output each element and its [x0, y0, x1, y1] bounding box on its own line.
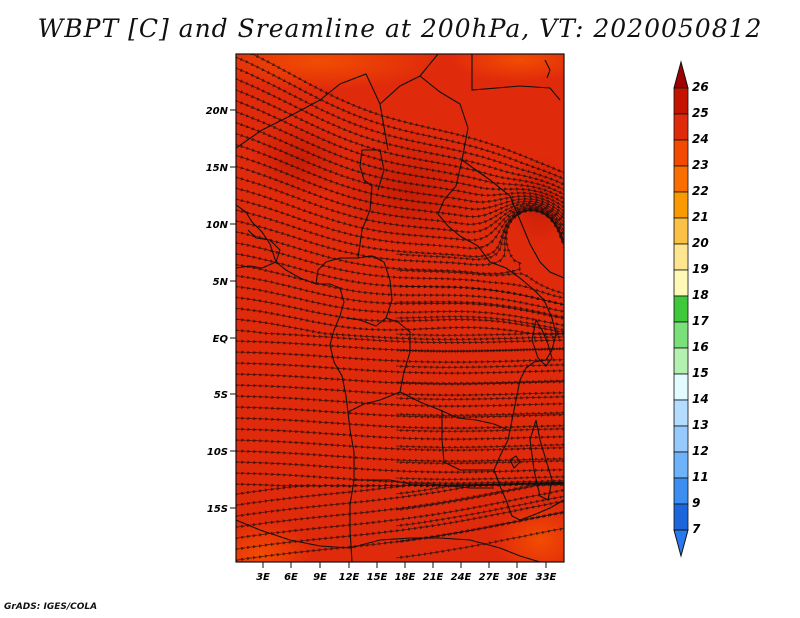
lon-label: 18E — [395, 572, 416, 583]
lon-label: 12E — [339, 572, 360, 583]
colorbar-label: 14 — [692, 392, 709, 406]
colorbar-label: 24 — [692, 132, 709, 146]
colorbar-label: 7 — [692, 522, 701, 536]
colorbar-segment — [673, 451, 689, 479]
colorbar-segment — [673, 477, 689, 505]
colorbar-label: 17 — [692, 314, 709, 328]
lat-label: 10S — [207, 447, 228, 458]
lon-label: 9E — [313, 572, 327, 583]
streamline — [395, 347, 564, 354]
colorbar-label: 11 — [692, 470, 709, 484]
colorbar — [673, 60, 689, 558]
colorbar-segment — [673, 165, 689, 193]
streamline — [236, 383, 564, 397]
colorbar-segment — [673, 295, 689, 323]
contour-23-southeast — [495, 505, 564, 562]
chart-title: WBPT [C] and Sreamline at 200hPa, VT: 20… — [37, 14, 763, 43]
longitude-axis: 3E 6E 9E 12E 15E 18E 21E 24E 27E 30E 33E — [256, 562, 557, 583]
colorbar-label: 23 — [692, 158, 709, 172]
colorbar-arrow-bottom — [673, 529, 689, 558]
lat-label: 15N — [206, 163, 229, 174]
colorbar-segment — [673, 217, 689, 245]
streamline — [395, 475, 564, 482]
colorbar-label: 25 — [692, 106, 709, 120]
streamline — [395, 411, 564, 418]
lon-label: 24E — [451, 572, 472, 583]
colorbar-segment — [673, 347, 689, 375]
contour-23-northeast — [450, 54, 564, 82]
streamlines — [236, 54, 564, 562]
streamline — [395, 395, 564, 402]
coastlines-borders — [236, 54, 564, 562]
colorbar-segment — [673, 503, 689, 531]
colorbar-segment — [673, 425, 689, 453]
streamline — [395, 284, 564, 306]
colorbar-labels: 26 25 24 23 22 21 20 19 18 17 16 15 14 1… — [692, 80, 709, 536]
colorbar-label: 20 — [692, 236, 709, 250]
streamline — [236, 361, 564, 375]
lon-label: 33E — [536, 572, 557, 583]
colorbar-segment — [673, 321, 689, 349]
colorbar-label: 15 — [692, 366, 709, 380]
colorbar-segment — [673, 87, 689, 115]
lat-label: EQ — [213, 334, 229, 345]
lon-label: 27E — [479, 572, 500, 583]
streamline — [396, 314, 564, 332]
streamline — [236, 394, 564, 408]
colorbar-segment — [673, 269, 689, 297]
colorbar-segment — [673, 113, 689, 141]
colorbar-label: 12 — [692, 444, 709, 458]
lat-label: 20N — [206, 106, 229, 117]
grads-credit: GrADS: IGES/COLA — [4, 602, 98, 612]
streamline — [395, 459, 564, 466]
streamline — [395, 300, 564, 319]
colorbar-label: 13 — [692, 418, 709, 432]
lat-label: 5S — [214, 390, 228, 401]
colorbar-label: 21 — [692, 210, 709, 224]
streamline — [236, 460, 564, 474]
streamline — [236, 427, 564, 441]
colorbar-segment — [673, 139, 689, 167]
colorbar-label: 26 — [692, 80, 709, 94]
lon-label: 3E — [256, 572, 270, 583]
streamline — [395, 379, 564, 386]
lon-label: 6E — [284, 572, 298, 583]
colorbar-arrow-top — [673, 60, 689, 89]
map-frame — [235, 53, 565, 563]
colorbar-label: 22 — [692, 184, 709, 198]
lat-label: 10N — [206, 220, 229, 231]
streamline — [236, 350, 564, 364]
streamline — [395, 208, 564, 262]
colorbar-label: 18 — [692, 288, 709, 302]
colorbar-label: 19 — [692, 262, 709, 276]
colorbar-segment — [673, 243, 689, 271]
lon-label: 15E — [367, 572, 388, 583]
latitude-axis: 20N 15N 10N 5N EQ 5S 10S 15S — [206, 106, 236, 515]
lon-label: 30E — [507, 572, 528, 583]
colorbar-label: 16 — [692, 340, 709, 354]
streamline — [395, 427, 564, 434]
colorbar-label: 9 — [692, 496, 700, 510]
streamline — [395, 331, 564, 338]
colorbar-segment — [673, 399, 689, 427]
contour-25-west — [250, 120, 350, 200]
streamline — [395, 443, 564, 450]
lat-label: 15S — [207, 504, 228, 515]
lat-label: 5N — [213, 277, 229, 288]
lon-label: 21E — [423, 572, 444, 583]
map-area — [236, 54, 564, 562]
streamline — [395, 363, 564, 370]
colorbar-segment — [673, 373, 689, 401]
colorbar-segment — [673, 191, 689, 219]
